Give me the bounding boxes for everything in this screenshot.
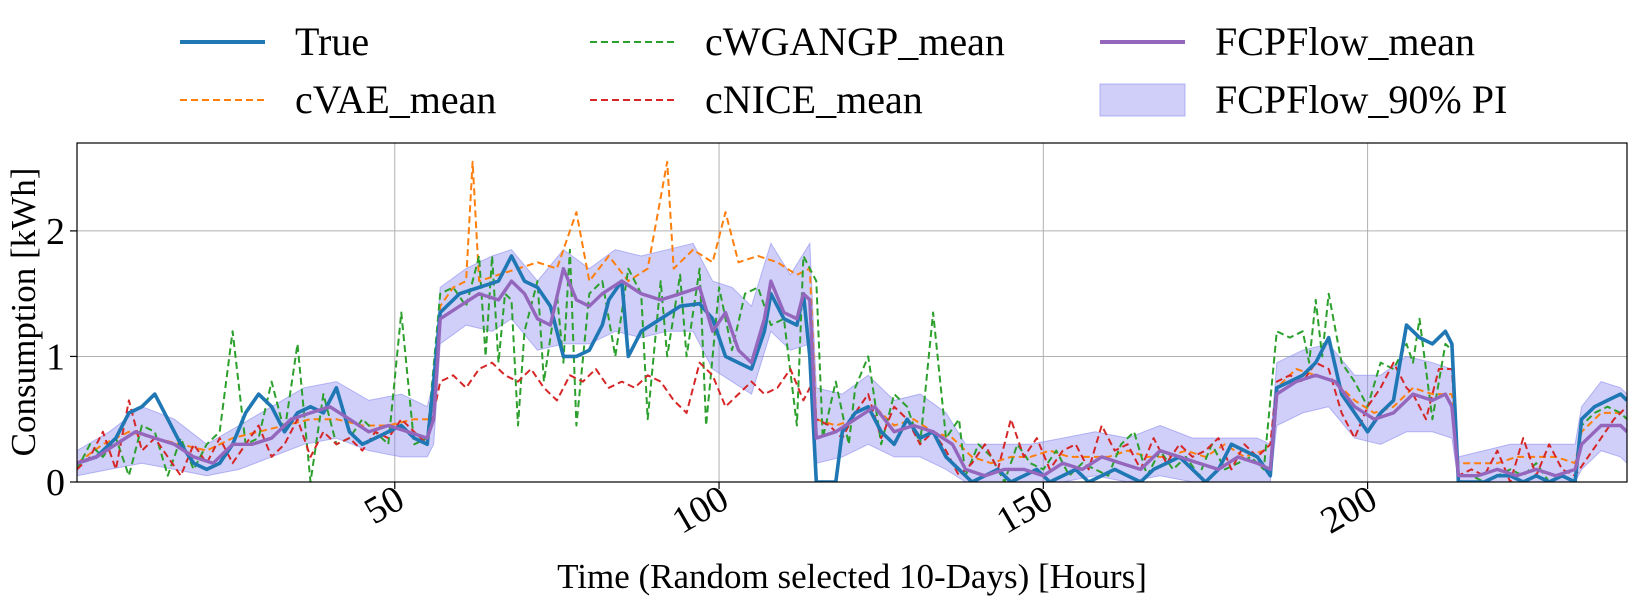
- x-axis-label: Time (Random selected 10-Days) [Hours]: [557, 557, 1147, 596]
- series-line-fcpflow-mean: [77, 266, 1627, 478]
- series-layer: [77, 160, 1627, 482]
- legend: True cVAE_mean cWGANGP_mean cNICE_mean FCPFl…: [180, 19, 1507, 122]
- x-tick-label: 100: [665, 477, 735, 542]
- series-line-cnice-mean: [77, 361, 1627, 482]
- y-axis-label: Consumption [kWh]: [4, 168, 43, 457]
- legend-label-cnice-mean: cNICE_mean: [705, 77, 923, 122]
- legend-label-fcpflow-mean: FCPFlow_mean: [1215, 19, 1475, 64]
- y-tick-label: 0: [46, 462, 65, 504]
- series-line-cwgangp-mean: [77, 248, 1627, 482]
- legend-label-cvae-mean: cVAE_mean: [295, 77, 496, 122]
- y-tick-label: 1: [46, 336, 65, 378]
- axis-ticks: 50 100 150 200 0 1 2: [46, 211, 1384, 542]
- x-tick-label: 50: [357, 477, 411, 532]
- x-tick-label: 150: [989, 477, 1059, 542]
- legend-label-true: True: [295, 19, 369, 64]
- legend-label-cwgangp-mean: cWGANGP_mean: [705, 19, 1005, 64]
- legend-swatch-fcpflow-90-pi: [1099, 83, 1186, 117]
- plot-area: [76, 142, 1628, 483]
- legend-label-fcpflow-90-pi: FCPFlow_90% PI: [1215, 77, 1507, 122]
- plot-frame: [76, 142, 1628, 483]
- y-tick-label: 2: [46, 211, 65, 253]
- x-tick-label: 200: [1314, 477, 1384, 542]
- series-line-true: [77, 254, 1627, 482]
